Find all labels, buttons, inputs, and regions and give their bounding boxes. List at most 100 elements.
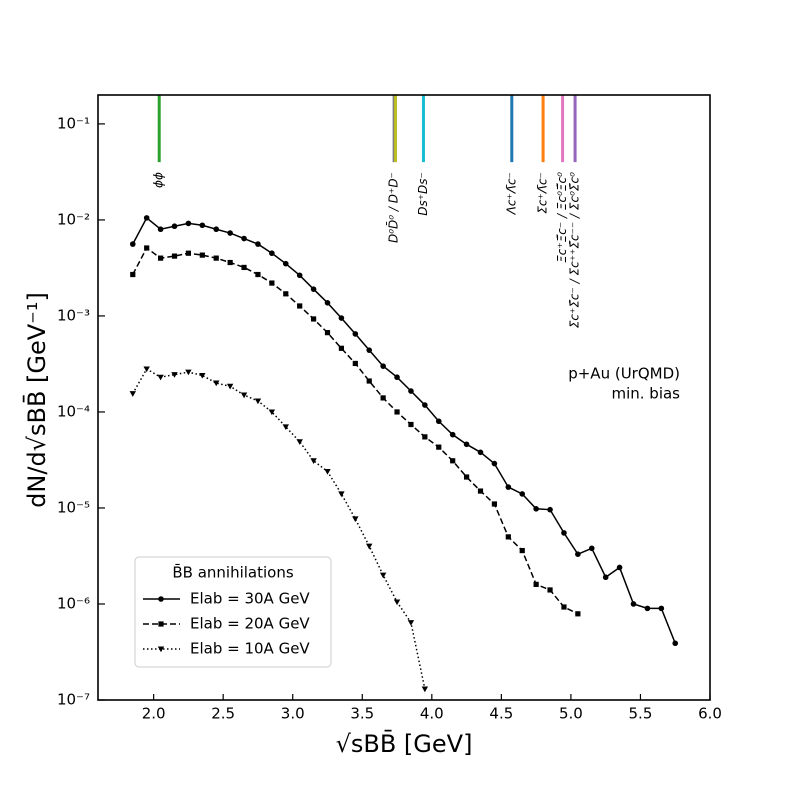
marker bbox=[143, 215, 150, 221]
marker bbox=[408, 421, 414, 428]
marker bbox=[227, 230, 233, 236]
x-tick-label: 3.0 bbox=[281, 705, 305, 723]
x-tick-label: 4.5 bbox=[489, 705, 513, 723]
marker bbox=[310, 458, 317, 464]
marker bbox=[129, 241, 136, 247]
marker bbox=[338, 345, 345, 351]
marker bbox=[644, 605, 651, 612]
marker bbox=[324, 300, 331, 306]
marker bbox=[519, 491, 526, 497]
marker bbox=[255, 241, 261, 247]
marker bbox=[171, 253, 178, 259]
marker bbox=[352, 360, 358, 367]
marker bbox=[393, 599, 401, 606]
marker bbox=[561, 530, 567, 536]
marker bbox=[282, 260, 289, 267]
marker bbox=[199, 252, 205, 258]
marker bbox=[477, 488, 484, 494]
marker bbox=[366, 347, 373, 353]
marker bbox=[672, 640, 679, 647]
marker bbox=[269, 250, 275, 257]
marker bbox=[352, 331, 359, 337]
marker bbox=[463, 474, 470, 480]
marker bbox=[185, 250, 192, 256]
marker bbox=[575, 611, 581, 617]
series-line bbox=[132, 367, 426, 690]
marker bbox=[269, 280, 275, 286]
marker bbox=[296, 272, 303, 279]
threshold-label: Ds⁺Ds⁻ bbox=[416, 172, 430, 216]
marker bbox=[477, 449, 484, 456]
marker bbox=[602, 574, 609, 581]
marker bbox=[129, 391, 136, 397]
marker bbox=[241, 235, 247, 242]
legend-box bbox=[134, 556, 332, 668]
marker bbox=[227, 259, 233, 266]
marker bbox=[630, 601, 637, 607]
marker bbox=[226, 383, 234, 390]
marker bbox=[491, 460, 498, 467]
marker bbox=[157, 226, 164, 233]
marker bbox=[380, 395, 386, 401]
y-axis-label: dN/d√sBB̄ [GeV⁻¹] bbox=[22, 292, 51, 508]
marker bbox=[436, 444, 442, 450]
marker bbox=[366, 543, 373, 550]
x-tick-label: 2.0 bbox=[142, 705, 166, 723]
marker bbox=[157, 374, 164, 381]
annotation: min. bias bbox=[611, 385, 680, 403]
marker bbox=[394, 374, 400, 381]
marker bbox=[380, 363, 386, 369]
marker bbox=[533, 506, 539, 512]
marker bbox=[199, 222, 206, 229]
marker bbox=[407, 620, 415, 626]
marker bbox=[547, 506, 553, 513]
x-tick-label: 5.0 bbox=[559, 705, 583, 723]
marker bbox=[533, 581, 539, 587]
marker bbox=[575, 551, 581, 557]
marker bbox=[185, 220, 192, 227]
legend-label: Elab = 20A GeV bbox=[190, 615, 310, 633]
marker bbox=[561, 604, 567, 610]
y-tick-label: 10⁻³ bbox=[57, 306, 90, 324]
marker bbox=[450, 458, 456, 464]
x-tick-label: 6.0 bbox=[698, 705, 722, 723]
marker bbox=[254, 398, 262, 405]
marker bbox=[143, 366, 150, 373]
annotation: p+Au (UrQMD) bbox=[568, 365, 680, 383]
marker bbox=[324, 330, 331, 336]
marker bbox=[505, 484, 512, 490]
threshold-label: Σc⁺Σ̄c⁻ / Σc⁺⁺Σ̄c⁻⁻ / Σc⁰Σ̄c⁰ bbox=[568, 172, 582, 328]
threshold-label: Λc⁺Λ̄c⁻ bbox=[504, 172, 518, 215]
marker bbox=[157, 255, 164, 261]
x-axis-label: √sBB̄ [GeV] bbox=[336, 729, 473, 758]
marker bbox=[463, 441, 470, 448]
marker bbox=[379, 572, 387, 579]
threshold-label: Ξc⁺Ξ̄c⁻ / Ξc⁰Ξ̄c⁰ bbox=[555, 172, 569, 263]
x-tick-label: 3.5 bbox=[350, 705, 374, 723]
marker bbox=[338, 491, 345, 498]
marker bbox=[199, 372, 206, 379]
marker bbox=[422, 434, 428, 440]
marker bbox=[519, 547, 525, 554]
marker bbox=[408, 388, 414, 394]
marker bbox=[421, 686, 429, 693]
marker bbox=[283, 291, 289, 297]
marker bbox=[268, 409, 276, 416]
marker bbox=[352, 516, 359, 523]
marker bbox=[588, 545, 595, 552]
marker bbox=[255, 271, 261, 278]
marker bbox=[310, 286, 317, 292]
marker bbox=[422, 402, 428, 408]
marker bbox=[213, 255, 219, 261]
marker bbox=[616, 564, 623, 571]
legend-title: B̄B annihilations bbox=[172, 563, 293, 582]
marker bbox=[185, 369, 192, 376]
marker bbox=[547, 587, 553, 593]
y-tick-label: 10⁻⁵ bbox=[57, 498, 90, 516]
legend: B̄B annihilations Elab = 30A GeV Elab = 20… bbox=[134, 556, 332, 668]
threshold-label: D⁰D̄⁰ / D⁺D⁻ bbox=[386, 172, 400, 243]
legend-marker bbox=[158, 621, 164, 627]
marker bbox=[505, 534, 511, 540]
